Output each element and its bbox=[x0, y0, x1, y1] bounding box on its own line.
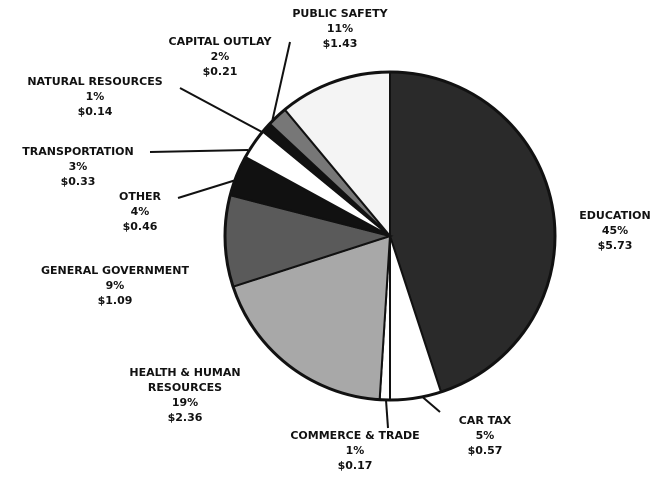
amount-label: $0.33 bbox=[60, 175, 96, 188]
amount-label: $0.57 bbox=[467, 444, 503, 457]
category-label: HEALTH & HUMAN RESOURCES bbox=[129, 366, 241, 394]
leader-line bbox=[179, 87, 263, 133]
slice-label: GENERAL GOVERNMENT 9% $1.09 bbox=[41, 263, 189, 308]
slice-label: CAPITAL OUTLAY 2% $0.21 bbox=[169, 34, 272, 79]
category-label: OTHER bbox=[118, 190, 162, 203]
amount-label: $2.36 bbox=[167, 411, 203, 424]
pie-outline bbox=[223, 70, 557, 402]
category-label: TRANSPORTATION bbox=[22, 145, 134, 158]
percent-label: 4% bbox=[130, 205, 150, 218]
percent-label: 5% bbox=[475, 429, 495, 442]
percent-label: 1% bbox=[85, 90, 105, 103]
slice-label: CAR TAX 5% $0.57 bbox=[459, 413, 512, 458]
category-label: CAR TAX bbox=[458, 414, 512, 427]
amount-label: $0.14 bbox=[77, 105, 113, 118]
leader-line bbox=[271, 41, 291, 123]
category-label: COMMERCE & TRADE bbox=[290, 429, 420, 442]
amount-label: $0.21 bbox=[202, 65, 238, 78]
slice-label: OTHER 4% $0.46 bbox=[119, 189, 161, 234]
percent-label: 1% bbox=[345, 444, 365, 457]
amount-label: $5.73 bbox=[597, 239, 633, 252]
percent-label: 2% bbox=[210, 50, 230, 63]
category-label: CAPITAL OUTLAY bbox=[168, 35, 272, 48]
amount-label: $0.46 bbox=[122, 220, 158, 233]
slice-label: HEALTH & HUMAN RESOURCES 19% $2.36 bbox=[125, 365, 245, 425]
slice-label: NATURAL RESOURCES 1% $0.14 bbox=[27, 74, 162, 119]
percent-label: 11% bbox=[326, 22, 354, 35]
category-label: GENERAL GOVERNMENT bbox=[40, 264, 190, 277]
percent-label: 3% bbox=[68, 160, 88, 173]
category-label: PUBLIC SAFETY bbox=[292, 7, 388, 20]
slice-label: EDUCATION 45% $5.73 bbox=[579, 208, 650, 253]
slice-label: PUBLIC SAFETY 11% $1.43 bbox=[292, 6, 387, 51]
leader-line bbox=[149, 149, 249, 153]
category-label: NATURAL RESOURCES bbox=[27, 75, 163, 88]
amount-label: $0.17 bbox=[337, 459, 373, 472]
slice-label: TRANSPORTATION 3% $0.33 bbox=[22, 144, 133, 189]
amount-label: $1.09 bbox=[97, 294, 133, 307]
leader-line bbox=[385, 399, 389, 429]
slice-label: COMMERCE & TRADE 1% $0.17 bbox=[290, 428, 419, 473]
percent-label: 9% bbox=[105, 279, 125, 292]
percent-label: 19% bbox=[171, 396, 199, 409]
amount-label: $1.43 bbox=[322, 37, 358, 50]
category-label: EDUCATION bbox=[579, 209, 651, 222]
percent-label: 45% bbox=[601, 224, 629, 237]
leader-line bbox=[177, 179, 237, 199]
